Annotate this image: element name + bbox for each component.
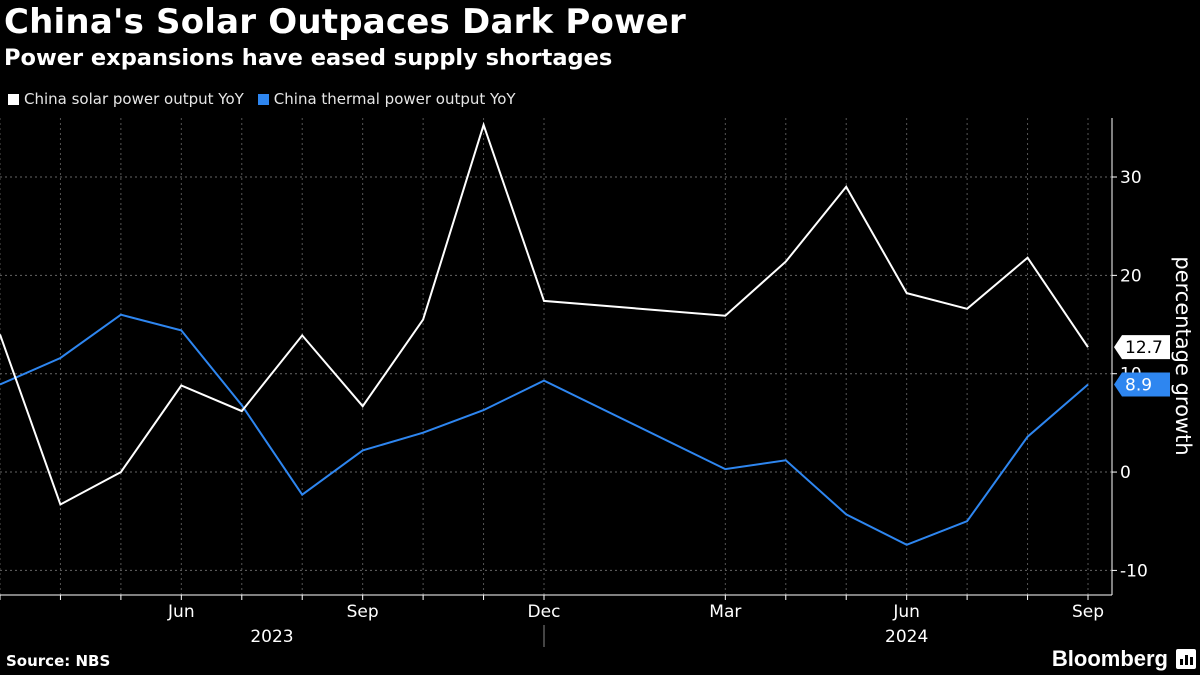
y-tick-label: 20 (1120, 266, 1142, 286)
legend-label-solar: China solar power output YoY (24, 90, 244, 108)
x-tick-label: Dec (528, 602, 561, 622)
series-line-solar (0, 121, 1089, 506)
last-value-tag (1114, 372, 1170, 397)
x-tick-label: Jun (892, 602, 920, 622)
legend-item-solar: China solar power output YoY (8, 90, 244, 108)
last-value-label-thermal: 8.9 (1114, 372, 1170, 397)
year-label: 2024 (885, 627, 928, 647)
year-label: 2023 (250, 627, 293, 647)
y-axis-title: percentage growth (1171, 256, 1195, 455)
y-tick-label: 0 (1120, 463, 1131, 483)
legend-item-thermal: China thermal power output YoY (257, 90, 516, 108)
x-tick-label: Sep (347, 602, 379, 622)
legend-label-thermal: China thermal power output YoY (273, 90, 516, 108)
legend-swatch-thermal (257, 93, 269, 105)
chart-title: China's Solar Outpaces Dark Power (4, 2, 686, 42)
chart-subtitle: Power expansions have eased supply short… (4, 45, 613, 71)
last-value-text: 12.7 (1125, 338, 1163, 358)
last-value-label-solar: 12.7 (1114, 335, 1170, 360)
x-tick-label: Mar (709, 602, 741, 622)
legend: China solar power output YoY China therm… (8, 90, 516, 108)
legend-swatch-solar (8, 93, 19, 105)
y-tick-label: 30 (1120, 168, 1142, 188)
x-tick-label: Jun (167, 602, 195, 622)
source-note: Source: NBS (6, 652, 111, 670)
y-tick-label: -10 (1120, 561, 1148, 581)
series-line-thermal (0, 313, 1089, 546)
bloomberg-bars-icon (1176, 649, 1196, 669)
x-tick-label: Sep (1072, 602, 1104, 622)
bloomberg-logo: Bloomberg (1051, 646, 1168, 671)
last-value-tag (1114, 335, 1170, 360)
last-value-text: 8.9 (1125, 376, 1152, 396)
